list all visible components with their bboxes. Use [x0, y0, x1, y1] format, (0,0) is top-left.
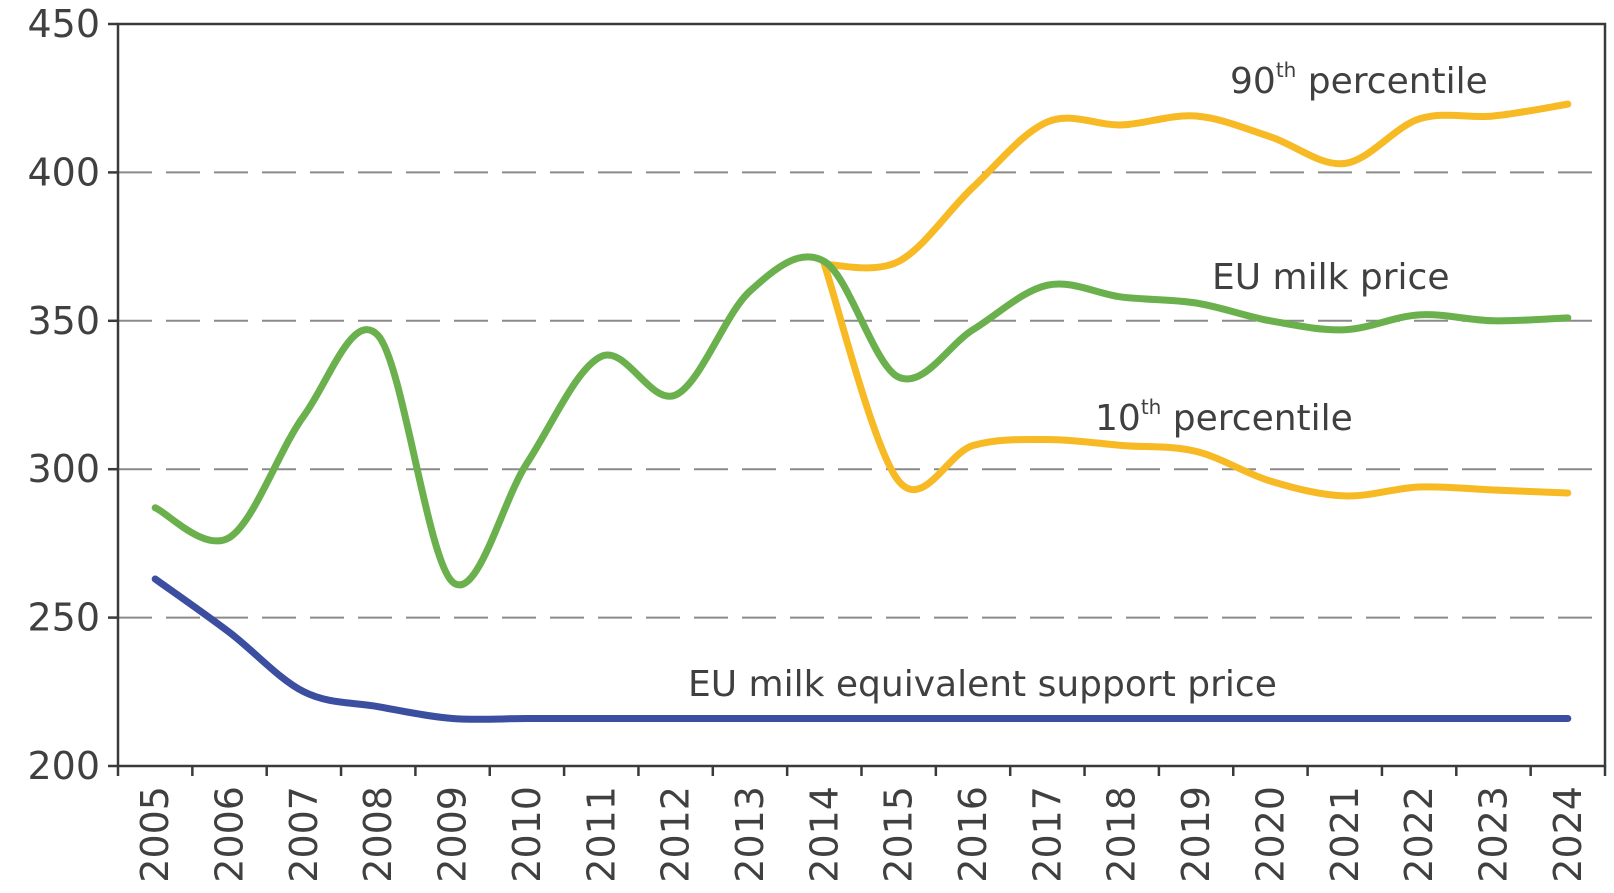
series-line-eu_milk_price	[151, 253, 1572, 589]
x-tick-label: 2023	[1471, 786, 1515, 883]
x-tick-label: 2024	[1546, 786, 1590, 883]
y-tick-label: 450	[27, 2, 100, 46]
label-10th-percentile: 10th percentile	[1095, 395, 1353, 439]
x-tick-label: 2009	[431, 786, 475, 883]
y-tick-label: 350	[27, 299, 100, 343]
label-90th-percentile: 90th percentile	[1230, 58, 1488, 102]
y-tick-label: 300	[27, 447, 100, 491]
x-tick-label: 2021	[1323, 786, 1367, 883]
x-tick-label: 2020	[1248, 786, 1292, 883]
x-tick-label: 2005	[133, 786, 177, 883]
y-tick-label: 400	[27, 150, 100, 194]
x-tick-label: 2007	[282, 786, 326, 883]
label-eu-milk-price: EU milk price	[1212, 257, 1450, 298]
x-tick-label: 2013	[728, 786, 772, 883]
x-tick-label: 2008	[356, 786, 400, 883]
series-line-support_price	[151, 575, 1572, 723]
series-lines	[151, 100, 1572, 723]
y-tick-label: 250	[27, 596, 100, 640]
series-line-p90	[820, 100, 1572, 272]
x-tick-label: 2017	[1025, 786, 1069, 883]
x-tick-label: 2011	[579, 786, 623, 883]
axes	[108, 22, 1607, 776]
series-line-p10	[820, 260, 1572, 500]
y-tick-label: 200	[27, 744, 100, 788]
x-tick-label: 2014	[802, 786, 846, 883]
x-tick-label: 2012	[654, 786, 698, 883]
x-tick-label: 2010	[505, 786, 549, 883]
label-support-price: EU milk equivalent support price	[688, 664, 1277, 705]
y-tick-labels: 200 250 300 350 400 450	[27, 2, 100, 788]
x-tick-labels: 2005 2006 2007 2008 2009 2010 2011 2012 2013 2014…	[133, 786, 1590, 883]
x-tick-label: 2022	[1397, 786, 1441, 883]
x-tick-label: 2018	[1100, 786, 1144, 883]
x-tick-label: 2016	[951, 786, 995, 883]
x-tick-label: 2006	[208, 786, 252, 883]
x-tick-label: 2015	[877, 786, 921, 883]
x-tick-label: 2019	[1174, 786, 1218, 883]
